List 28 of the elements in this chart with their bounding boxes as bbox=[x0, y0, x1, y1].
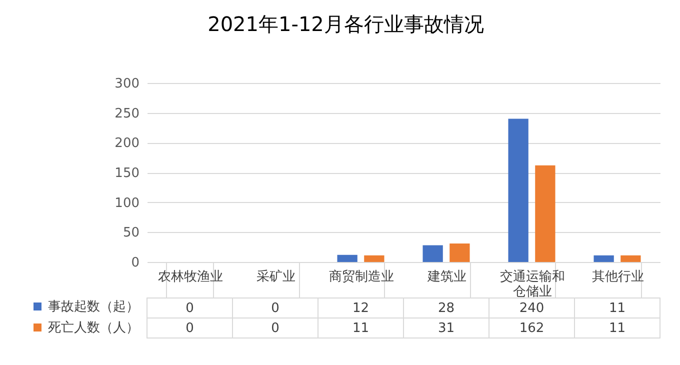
data-label: 240 bbox=[519, 301, 544, 316]
x-tick-label: 采矿业 bbox=[256, 270, 296, 284]
data-label: 0 bbox=[271, 321, 280, 336]
y-tick-label: 0 bbox=[131, 256, 140, 270]
chart-title: 2021年1-12月各行业事故情况 bbox=[208, 12, 484, 36]
data-label: 11 bbox=[608, 321, 626, 336]
data-label: 31 bbox=[438, 321, 455, 336]
data-label: 28 bbox=[438, 301, 455, 316]
y-tick-label: 100 bbox=[114, 196, 140, 211]
x-tick-label: 建筑业 bbox=[426, 270, 466, 284]
y-tick-label: 150 bbox=[114, 166, 140, 181]
data-label: 162 bbox=[519, 321, 544, 336]
data-label: 11 bbox=[608, 301, 626, 316]
y-tick-label: 50 bbox=[122, 226, 140, 241]
data-label: 12 bbox=[352, 301, 370, 316]
legend-label: 事故起数（起） bbox=[48, 300, 139, 314]
x-tick-label: 其他行业 bbox=[592, 270, 644, 284]
data-label: 0 bbox=[186, 321, 194, 336]
y-tick-label: 300 bbox=[114, 76, 140, 92]
y-tick-label: 250 bbox=[114, 106, 140, 122]
x-tick-label: 农林牧渔业 bbox=[158, 270, 223, 284]
data-label: 0 bbox=[186, 301, 194, 316]
data-label: 11 bbox=[352, 321, 370, 336]
y-tick-label: 200 bbox=[114, 136, 140, 152]
legend-label: 死亡人数（人） bbox=[48, 320, 139, 336]
x-tick-label: 商贸制造业 bbox=[328, 270, 394, 284]
x-tick-label: 交通运输和仓储业 bbox=[500, 268, 565, 300]
data-label: 0 bbox=[271, 301, 280, 316]
